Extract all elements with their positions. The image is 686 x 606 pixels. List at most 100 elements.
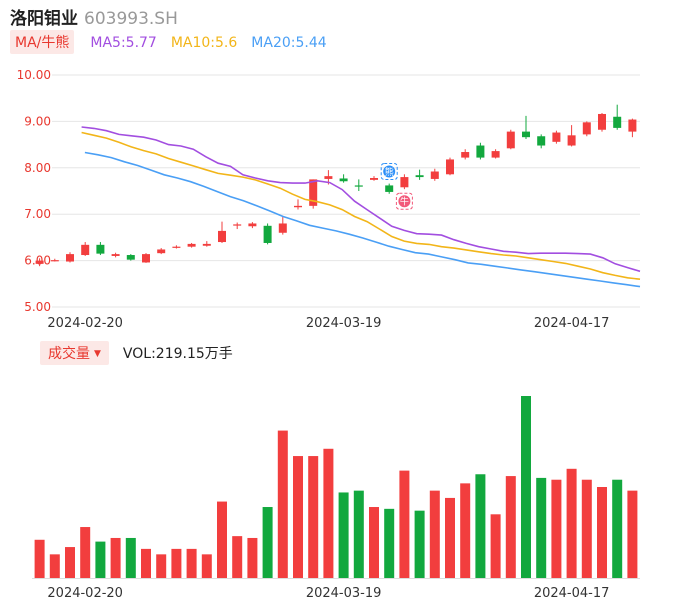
volume-bar [521,396,531,578]
candle-body [263,225,272,243]
candle-body [598,113,606,130]
candle-body [81,244,90,256]
candle-body [111,254,120,256]
candle-body [567,135,576,146]
volume-bar [566,468,577,578]
candle-body [461,152,470,158]
caret-down-icon: ▼ [94,349,101,359]
volume-bar [277,430,288,578]
candle-body [202,243,211,246]
volume-bar [460,483,471,578]
candle-body [96,244,105,254]
ma10-line [81,131,641,280]
candle-body [142,254,150,263]
volume-bar [551,479,562,578]
signal-marker-label: 牛 [400,196,409,208]
price-tick-label: 10.00 [17,68,51,82]
volume-value: VOL:219.15万手 [122,346,233,362]
volume-bar [323,448,334,578]
stock-header: 洛阳钼业 603993.SH [10,4,178,29]
volume-bar [627,490,638,578]
candle-body [218,230,226,243]
candle-body [537,136,546,146]
candle-body [294,205,302,208]
volume-bar [65,547,75,578]
candle-body [628,119,637,132]
signal-marker-label: 熊 [385,166,394,178]
candle-body [430,171,439,179]
ma20-legend: MA20:5.44 [251,35,327,51]
volume-bar [353,490,364,578]
volume-bar [475,474,486,578]
volume-bar [293,456,303,578]
price-tick-label: 7.00 [24,207,51,221]
candle-body [233,224,242,226]
volume-bar [217,501,227,578]
volume-date-label: 2024-02-20 [47,586,123,601]
volume-bar [399,470,410,578]
candle-body [370,178,378,180]
volume-bar [581,479,592,578]
candle-body [172,246,181,248]
candle-body [339,178,348,182]
volume-bar [338,492,349,578]
volume-bar [597,487,607,578]
candle-body [613,116,622,128]
volume-date-label: 2024-04-17 [534,586,610,601]
volume-bar [34,539,45,578]
stock-code: 603993.SH [84,9,178,29]
candle-body [35,260,44,264]
stock-name: 洛阳钼业 [10,9,78,29]
price-date-label: 2024-03-19 [306,316,382,331]
candle-body [248,223,257,227]
volume-bar [262,507,273,578]
candle-body [522,131,530,138]
ma5-legend: MA5:5.77 [90,35,157,51]
candle-body [491,151,500,158]
price-date-label: 2024-02-20 [47,316,123,331]
ma-indicator-selector[interactable]: MA/牛熊 [10,30,75,54]
volume-bar [384,508,395,578]
volume-bar [429,490,440,578]
volume-bar [156,554,167,578]
volume-bar [308,456,319,578]
volume-bar [414,510,425,578]
signal-marker-icon [383,165,396,178]
signal-marker-frame [395,192,413,210]
volume-indicator-selector[interactable]: 成交量 ▼ [40,341,109,365]
candle-body [446,159,454,175]
volume-bar [445,497,455,578]
volume-bar [247,537,258,578]
candle-body [552,132,561,142]
candle-body [354,185,363,187]
price-tick-label: 8.00 [24,161,51,175]
candle-body [278,223,287,233]
candle-body [66,254,74,262]
candle-body [476,145,485,158]
volume-bar [536,477,547,578]
volume-bar [201,554,212,578]
volume-bar [49,554,60,578]
volume-bar [110,537,121,578]
volume-bar [232,536,243,578]
volume-bar [612,479,623,578]
candle-body [126,255,135,260]
candle-body [324,176,333,179]
price-date-label: 2024-04-17 [534,316,610,331]
volume-bar [369,507,379,578]
candle-body [400,177,409,188]
volume-bar [186,548,197,578]
volume-legend-row: 成交量 ▼ VOL:219.15万手 [40,341,233,365]
volume-bar [80,527,91,578]
ma10-legend: MA10:5.6 [170,35,238,51]
signal-marker-frame [380,163,398,181]
ma5-line [81,126,641,273]
volume-bar [141,548,151,578]
price-tick-label: 9.00 [24,114,51,128]
price-tick-label: 5.00 [24,300,51,314]
candle-body [506,131,515,149]
candle-body [309,179,318,206]
signal-marker-icon [398,195,411,208]
volume-bar [95,541,106,578]
